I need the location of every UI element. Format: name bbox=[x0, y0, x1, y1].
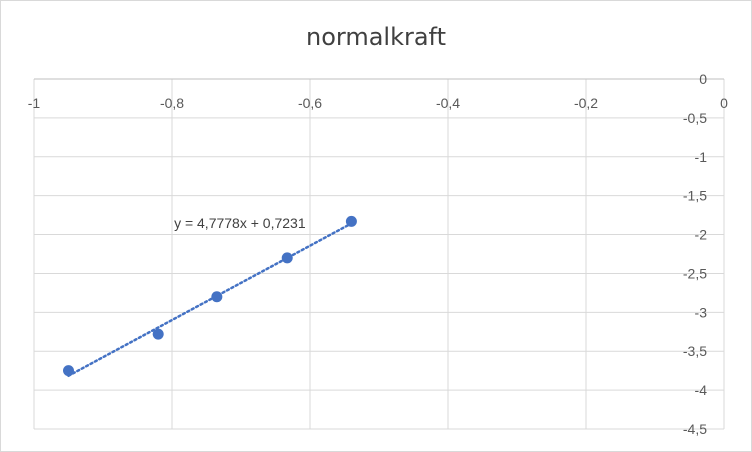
x-tick-label: -0,8 bbox=[160, 95, 184, 111]
y-tick-label: -2,5 bbox=[683, 265, 707, 281]
x-tick-label: 0 bbox=[720, 95, 728, 111]
y-tick-label: -1,5 bbox=[683, 188, 707, 204]
y-tick-label: -2 bbox=[695, 227, 708, 243]
x-tick-label: -0,6 bbox=[298, 95, 322, 111]
y-tick-label: -1 bbox=[695, 149, 708, 165]
data-point bbox=[63, 365, 74, 377]
y-tick-label: -3,5 bbox=[683, 343, 707, 359]
y-tick-label: -3 bbox=[695, 304, 708, 320]
trendline-equation: y = 4,7778x + 0,7231 bbox=[174, 215, 306, 231]
y-tick-label: -4,5 bbox=[683, 421, 707, 437]
x-tick-label: -0,4 bbox=[436, 95, 460, 111]
y-tick-label: 0 bbox=[699, 71, 707, 87]
y-tick-label: -4 bbox=[695, 382, 708, 398]
data-point bbox=[281, 252, 293, 264]
data-points bbox=[63, 215, 357, 377]
data-point bbox=[211, 291, 223, 303]
x-tick-label: -0,2 bbox=[574, 95, 598, 111]
chart-title: normalkraft bbox=[305, 23, 446, 51]
data-point bbox=[345, 215, 357, 227]
data-point bbox=[152, 328, 164, 340]
trendline bbox=[67, 222, 353, 378]
y-tick-label: -0,5 bbox=[683, 110, 707, 126]
tick-labels: 0 -0,5 -1 -1,5 -2 -2,5 -3 -3,5 -4 -4,5 -1 -0,8 -0,6 -… bbox=[28, 71, 728, 437]
trendline-layer bbox=[67, 222, 353, 378]
x-tick-label: -1 bbox=[28, 95, 41, 111]
grid-lines bbox=[33, 78, 725, 430]
